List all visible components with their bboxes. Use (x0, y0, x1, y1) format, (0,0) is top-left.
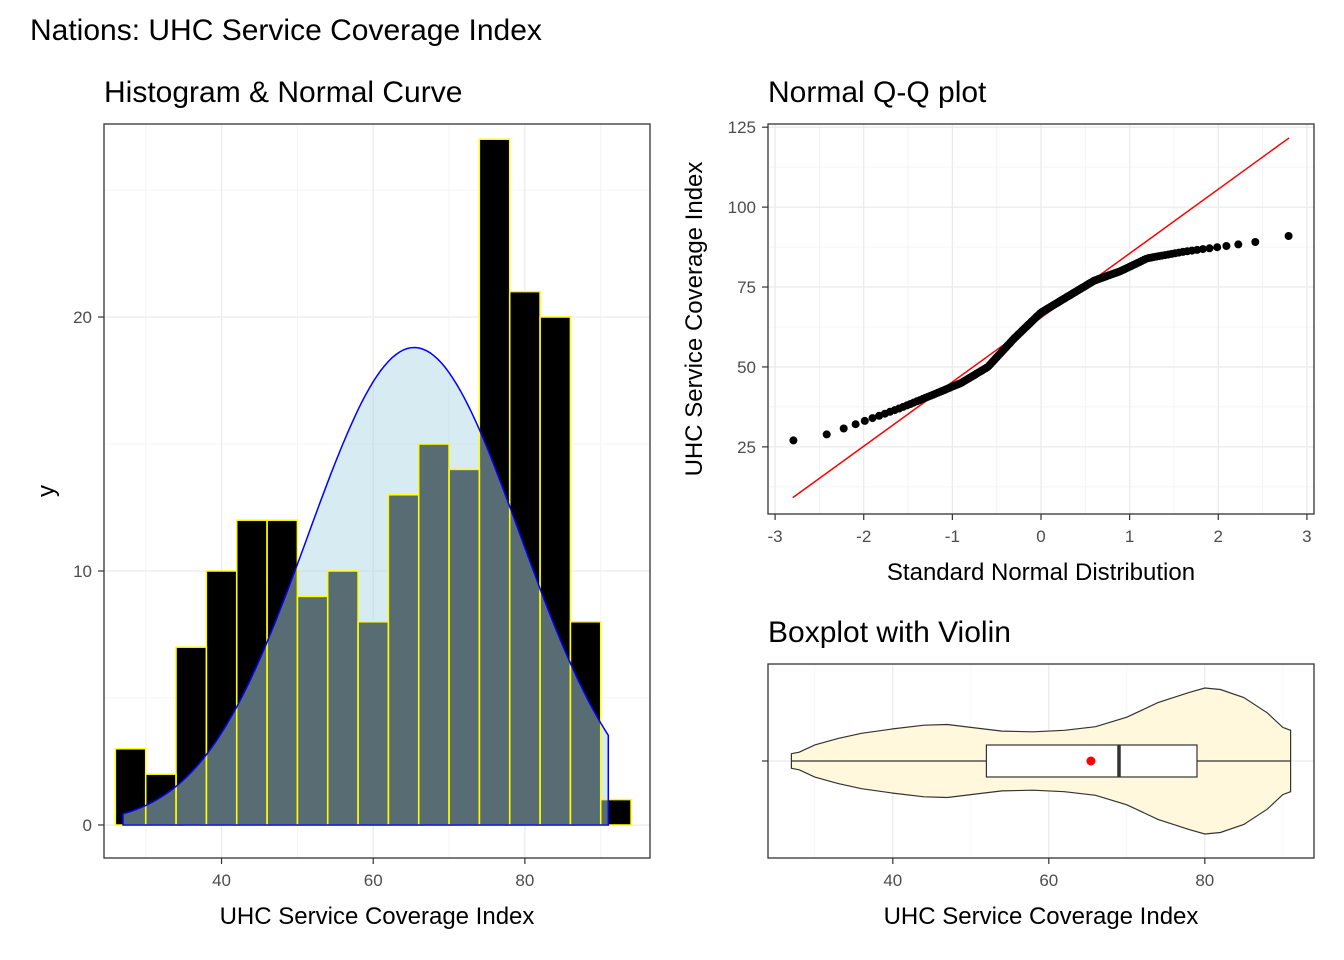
mean-point (1086, 756, 1096, 766)
x-tick-label: 80 (1195, 871, 1214, 890)
qq-point (868, 414, 877, 423)
x-tick-label: 2 (1214, 527, 1223, 546)
boxplot-x-label: UHC Service Coverage Index (884, 903, 1199, 930)
x-tick-label: 0 (1036, 527, 1045, 546)
qq-y-label: UHC Service Coverage Index (681, 162, 708, 477)
boxplot-x-ticks: 40 60 80 (883, 858, 1214, 890)
figure-title: Nations: UHC Service Coverage Index (30, 14, 542, 47)
qq-point (1251, 238, 1260, 246)
qq-point (1198, 245, 1207, 254)
qq-grid (768, 124, 1314, 514)
qq-point (851, 420, 860, 429)
boxplot-panel: Boxplot with Violin 40 60 80 UHC Service C… (762, 616, 1315, 930)
qq-point (1205, 244, 1214, 253)
qq-point (789, 436, 798, 445)
x-tick-label: -3 (768, 527, 783, 546)
x-tick-label: -1 (945, 527, 960, 546)
qq-point (860, 416, 869, 425)
y-tick-label: 75 (737, 278, 756, 297)
histogram-y-ticks: 0 10 20 (73, 308, 104, 835)
y-tick-label: 50 (737, 358, 756, 377)
y-tick-label: 100 (728, 198, 756, 217)
y-tick-label: 25 (737, 438, 756, 457)
histogram-y-label: y (33, 485, 60, 497)
qq-point (822, 430, 831, 439)
x-tick-label: 40 (883, 871, 902, 890)
qq-point (839, 424, 848, 433)
histogram-panel-border (103, 123, 651, 859)
x-tick-label: 3 (1302, 527, 1311, 546)
boxplot-panel-border (767, 663, 1315, 859)
boxplot-title: Boxplot with Violin (768, 616, 1011, 649)
x-tick-label: 60 (1039, 871, 1058, 890)
qq-panel: Normal Q-Q plot -3 -2 -1 0 1 2 3 255075100125 … (681, 76, 1315, 586)
histogram-title: Histogram & Normal Curve (104, 76, 462, 109)
qq-point (1213, 243, 1222, 252)
histogram-panel: Histogram & Normal Curve 40 60 80 0 10 20 UH… (33, 76, 651, 930)
x-tick-label: 60 (364, 871, 383, 890)
qq-y-ticks: 25 50 75 100 125 (728, 118, 768, 457)
qq-x-ticks: -3 -2 -1 0 1 2 3 (768, 514, 1312, 546)
normal-curve-area (123, 347, 609, 825)
qq-point (1222, 242, 1231, 250)
qq-point (1284, 232, 1293, 240)
x-tick-label: 1 (1125, 527, 1134, 546)
y-tick-label: 125 (728, 118, 756, 137)
x-tick-label: -2 (856, 527, 871, 546)
qq-title: Normal Q-Q plot (768, 76, 987, 109)
x-tick-label: 40 (212, 871, 231, 890)
y-tick-label: 10 (73, 562, 92, 581)
qq-x-label: Standard Normal Distribution (887, 559, 1195, 586)
normal-curve-line (122, 346, 610, 826)
histogram-x-ticks: 40 60 80 (212, 858, 534, 890)
qq-point (1234, 240, 1243, 249)
y-tick-label: 0 (83, 816, 92, 835)
qq-points (789, 232, 1293, 445)
histogram-bar-outline (599, 798, 632, 826)
y-tick-label: 20 (73, 308, 92, 327)
x-tick-label: 80 (515, 871, 534, 890)
histogram-x-label: UHC Service Coverage Index (220, 903, 535, 930)
